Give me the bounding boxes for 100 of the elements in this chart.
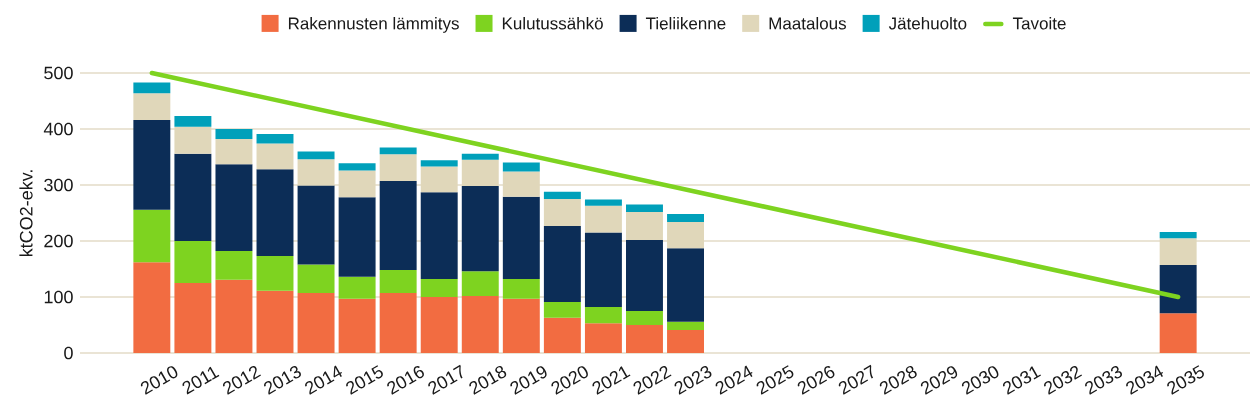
bar bbox=[461, 295, 499, 353]
bar bbox=[667, 221, 704, 249]
y-tick-label: 500 bbox=[44, 66, 73, 80]
y-tick-label: 100 bbox=[44, 290, 73, 304]
bar bbox=[297, 185, 335, 265]
bar bbox=[297, 293, 335, 353]
bar bbox=[133, 120, 171, 210]
bar bbox=[379, 270, 417, 294]
legend-label: Tavoite bbox=[1012, 17, 1066, 30]
legend-label: Jätehuolto bbox=[888, 17, 967, 30]
x-tick-label: 2030 bbox=[961, 366, 999, 395]
bar bbox=[461, 159, 499, 187]
x-tick-label: 2032 bbox=[1044, 366, 1083, 395]
y-tick-label: 200 bbox=[44, 234, 73, 248]
x-tick-label: 2010 bbox=[140, 366, 178, 395]
x-tick-label: 2020 bbox=[551, 366, 588, 395]
bar bbox=[502, 171, 540, 197]
x-tick-label: 2024 bbox=[715, 365, 753, 395]
bar bbox=[626, 204, 663, 212]
bar bbox=[338, 163, 376, 171]
x-tick-label: 2022 bbox=[633, 366, 672, 395]
x-tick-label: 2018 bbox=[469, 366, 507, 395]
bar bbox=[667, 248, 704, 322]
bar bbox=[543, 317, 581, 353]
bar bbox=[1159, 265, 1197, 314]
x-tick-label: 2021 bbox=[592, 366, 631, 395]
bar bbox=[1159, 313, 1197, 353]
x-tick-label: 2027 bbox=[838, 364, 874, 395]
bar bbox=[215, 129, 253, 140]
bar bbox=[379, 293, 417, 353]
bar bbox=[338, 170, 376, 198]
bar bbox=[174, 283, 212, 353]
x-tick-label: 2026 bbox=[797, 366, 835, 395]
bar bbox=[338, 197, 376, 277]
x-tick-label: 2028 bbox=[879, 366, 917, 395]
x-tick-label: 2023 bbox=[674, 366, 712, 395]
bar bbox=[420, 297, 458, 353]
bar bbox=[1159, 238, 1197, 266]
x-tick-label: 2029 bbox=[920, 366, 958, 395]
bar bbox=[626, 211, 663, 240]
bar bbox=[256, 143, 294, 170]
bar bbox=[379, 147, 417, 155]
x-tick-label: 2019 bbox=[510, 366, 547, 395]
bar bbox=[626, 325, 663, 353]
bar bbox=[502, 279, 540, 299]
bar bbox=[338, 298, 376, 353]
bar bbox=[667, 214, 704, 222]
bar bbox=[543, 302, 581, 318]
bar bbox=[338, 276, 376, 299]
bar bbox=[1159, 232, 1197, 239]
bar bbox=[584, 323, 622, 353]
bar bbox=[626, 239, 663, 311]
bar bbox=[215, 251, 253, 280]
x-tick-label: 2025 bbox=[756, 365, 794, 395]
bar bbox=[256, 169, 294, 257]
y-tick-label: 300 bbox=[44, 178, 73, 192]
x-tick-label: 2017 bbox=[428, 364, 463, 395]
bar bbox=[667, 330, 704, 353]
y-tick-label: 0 bbox=[64, 346, 73, 360]
bar bbox=[584, 205, 622, 233]
x-tick-label: 2011 bbox=[182, 366, 220, 395]
legend-label: Kulutussähkö bbox=[502, 17, 603, 30]
bar bbox=[133, 262, 171, 353]
bar bbox=[543, 225, 581, 303]
bar bbox=[461, 153, 499, 160]
bar bbox=[174, 116, 212, 127]
bar bbox=[461, 271, 499, 296]
x-tick-label: 2015 bbox=[346, 365, 383, 395]
bar bbox=[584, 199, 622, 206]
bar bbox=[461, 186, 499, 272]
bar bbox=[502, 196, 540, 280]
y-axis-title: ktCO2-ekv. bbox=[19, 170, 33, 257]
x-tick-label: 2013 bbox=[264, 366, 301, 395]
bar bbox=[543, 191, 581, 199]
bar bbox=[297, 264, 335, 294]
bar bbox=[297, 159, 335, 186]
bar bbox=[256, 290, 294, 353]
x-tick-label: 2035 bbox=[1167, 365, 1204, 395]
bar bbox=[174, 241, 212, 283]
bar bbox=[584, 307, 622, 324]
legend-label: Rakennusten lämmitys bbox=[288, 17, 459, 33]
bar bbox=[667, 321, 704, 331]
bar bbox=[626, 311, 663, 325]
bar bbox=[420, 160, 458, 167]
x-tick-label: 2016 bbox=[387, 366, 424, 395]
bar bbox=[133, 93, 171, 121]
bar bbox=[379, 181, 417, 271]
bar bbox=[174, 153, 212, 241]
bar bbox=[133, 82, 171, 94]
bar bbox=[215, 139, 253, 165]
bar bbox=[297, 151, 335, 160]
y-tick-label: 400 bbox=[43, 122, 73, 136]
bar bbox=[584, 232, 622, 308]
bar bbox=[420, 192, 458, 280]
legend-label: Maatalous bbox=[769, 17, 846, 30]
bar bbox=[215, 279, 253, 353]
bar bbox=[174, 126, 212, 154]
bar bbox=[502, 298, 540, 353]
bar bbox=[133, 209, 171, 263]
bar bbox=[256, 256, 294, 291]
